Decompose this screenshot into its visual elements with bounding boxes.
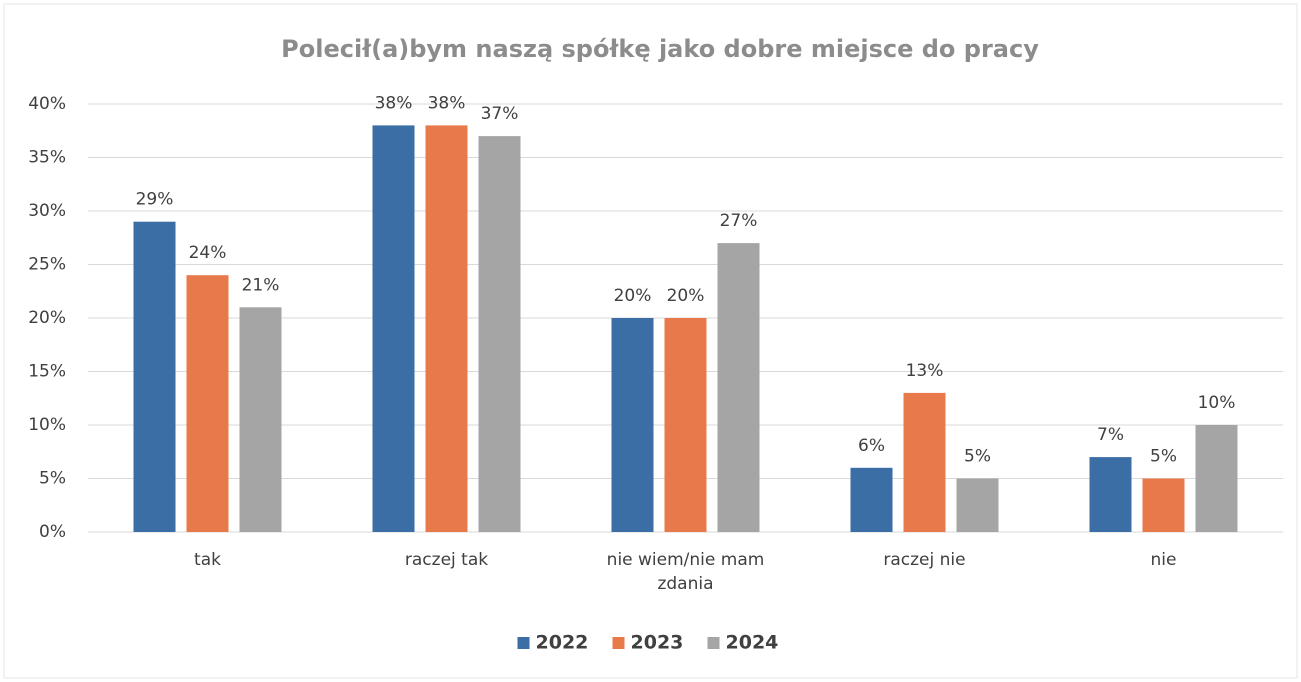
data-label: 37%: [481, 104, 519, 124]
data-label: 10%: [1198, 393, 1236, 413]
data-label: 20%: [667, 286, 705, 306]
y-tick-label: 0%: [39, 522, 66, 542]
x-tick-label: tak: [194, 550, 221, 570]
bar: [133, 221, 176, 532]
legend-label: 2022: [536, 632, 589, 654]
data-label: 6%: [858, 436, 885, 456]
bar: [1142, 478, 1185, 532]
y-tick-label: 10%: [28, 415, 66, 435]
bar: [186, 275, 229, 532]
data-label: 5%: [1150, 447, 1177, 467]
data-label: 5%: [964, 447, 991, 467]
legend-swatch: [517, 637, 530, 649]
x-tick-label: raczej nie: [883, 550, 966, 570]
x-tick-label: nie: [1150, 550, 1177, 570]
legend-label: 2024: [726, 632, 779, 654]
chart-border: [3, 3, 1298, 679]
bar: [611, 318, 654, 532]
legend-swatch: [612, 637, 625, 649]
data-label: 38%: [375, 93, 413, 113]
data-label: 29%: [136, 190, 174, 210]
bar: [717, 243, 760, 532]
legend-swatch: [707, 637, 720, 649]
bar: [478, 136, 521, 532]
bar: [903, 392, 946, 532]
y-tick-label: 40%: [28, 94, 66, 114]
chart-title: Polecił(a)bym naszą spółkę jako dobre mi…: [281, 35, 1039, 63]
y-tick-label: 25%: [28, 255, 66, 275]
data-label: 13%: [906, 361, 944, 381]
bar: [372, 125, 415, 533]
data-label: 38%: [428, 93, 466, 113]
bar: [664, 318, 707, 532]
y-tick-label: 5%: [39, 469, 66, 489]
bar: [1195, 425, 1238, 532]
data-label: 24%: [189, 243, 227, 263]
bar: [850, 467, 893, 532]
x-tick-label: raczej tak: [404, 550, 489, 570]
data-label: 20%: [614, 286, 652, 306]
y-tick-label: 30%: [28, 201, 66, 221]
bar: [1089, 457, 1132, 532]
bar: [956, 478, 999, 532]
legend-label: 2023: [631, 632, 684, 654]
data-label: 7%: [1097, 425, 1124, 445]
y-tick-label: 20%: [28, 308, 66, 328]
bar: [425, 125, 468, 533]
y-tick-label: 35%: [28, 148, 66, 168]
bar: [239, 307, 282, 532]
x-tick-label: nie wiem/nie mam zdania: [606, 550, 765, 594]
data-label: 21%: [242, 275, 280, 295]
data-label: 27%: [720, 211, 758, 231]
y-tick-label: 15%: [28, 362, 66, 382]
